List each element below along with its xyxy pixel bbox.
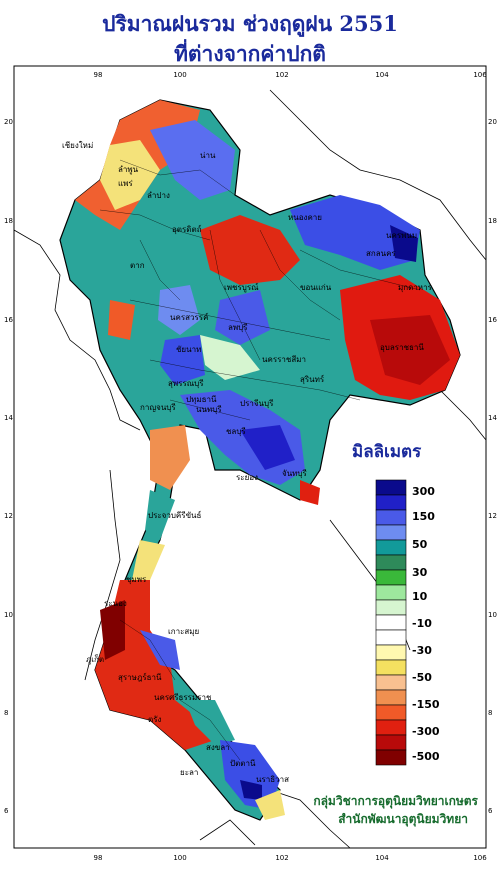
place-label: สกลนคร — [366, 249, 396, 258]
place-label: ปทุมธานี — [186, 395, 217, 404]
place-label: ประจวบคีรีขันธ์ — [148, 510, 202, 520]
lat-tick-right: 10 — [488, 611, 497, 619]
place-label: ชุมพร — [126, 575, 147, 584]
lat-tick-left: 8 — [4, 709, 8, 717]
map-title-line2: ที่ต่างจากค่าปกติ — [174, 41, 326, 66]
lon-tick-top: 102 — [275, 71, 288, 79]
place-label: ชลบุรี — [226, 427, 246, 436]
lat-tick-right: 20 — [488, 118, 497, 126]
place-label: หนองคาย — [288, 213, 322, 222]
lon-tick-top: 98 — [94, 71, 103, 79]
place-label: เกาะสมุย — [168, 627, 199, 636]
place-label: สุพรรณบุรี — [168, 379, 204, 388]
place-label: อุตรดิตถ์ — [172, 224, 202, 234]
lon-tick-bottom: 106 — [473, 854, 487, 862]
place-label: จันทบุรี — [282, 469, 308, 478]
place-label: ลำพูน — [118, 165, 139, 175]
place-label: นครราชสีมา — [262, 355, 306, 364]
lat-tick-right: 6 — [488, 807, 493, 815]
legend-unit-label: มิลลิเมตร — [352, 442, 422, 462]
place-label: ระนอง — [104, 599, 127, 608]
lon-tick-bottom: 98 — [94, 854, 103, 862]
place-label: สงขลา — [206, 743, 230, 752]
place-label: ตรัง — [148, 715, 161, 724]
neighbor-coastlines — [13, 89, 487, 849]
place-label: ขอนแก่น — [300, 283, 332, 292]
place-label: ปัตตานี — [230, 759, 256, 768]
place-label: นนทบุรี — [196, 405, 222, 414]
place-label: นราธิวาส — [256, 775, 289, 784]
place-label: น่าน — [200, 151, 216, 160]
lat-tick-right: 12 — [488, 512, 497, 520]
place-label: ลำปาง — [147, 191, 170, 200]
lat-tick-left: 20 — [4, 118, 13, 126]
place-label: ยะลา — [180, 768, 198, 777]
place-label: แพร่ — [118, 179, 133, 188]
place-label: สุราษฎร์ธานี — [118, 672, 162, 682]
lat-tick-left: 18 — [4, 217, 13, 225]
lat-tick-right: 18 — [488, 217, 497, 225]
lat-tick-left: 12 — [4, 512, 13, 520]
place-labels: เชียงใหม่ ลำพูน น่าน แพร่ ลำปาง ตาก อุตร… — [62, 141, 433, 784]
lon-tick-bottom: 102 — [275, 854, 288, 862]
place-label: ระยอง — [236, 473, 258, 482]
latitude-ticks: 20 18 16 14 12 10 8 6 20 18 16 14 12 10 … — [4, 118, 497, 815]
lon-tick-top: 104 — [375, 71, 389, 79]
place-label: นครศรีธรรมราช — [154, 693, 212, 702]
place-label: อุบลราชธานี — [380, 343, 424, 352]
place-label: นครพนม — [386, 231, 417, 240]
lat-tick-right: 8 — [488, 709, 492, 717]
lat-tick-right: 16 — [488, 316, 497, 324]
lat-tick-right: 14 — [488, 414, 497, 422]
place-label: ชัยนาท — [176, 345, 201, 354]
credit-line1: กลุ่มวิชาการอุตุนิยมวิทยาเกษตร — [313, 794, 478, 808]
lon-tick-bottom: 100 — [173, 854, 186, 862]
credit-line2: สำนักพัฒนาอุตุนิยมวิทยา — [338, 812, 468, 826]
lon-tick-bottom: 104 — [375, 854, 389, 862]
province-boundaries — [99, 159, 421, 761]
lon-tick-top: 106 — [473, 71, 487, 79]
lat-tick-left: 16 — [4, 316, 13, 324]
longitude-ticks: 98 100 102 104 106 98 100 102 104 106 — [94, 71, 488, 862]
lat-tick-left: 14 — [4, 414, 13, 422]
place-label: นครสวรรค์ — [170, 312, 208, 322]
place-label: สุรินทร์ — [300, 374, 325, 384]
map-title-line1: ปริมาณฝนรวม ช่วงฤดูฝน 2551 — [102, 11, 398, 36]
lat-tick-left: 10 — [4, 611, 13, 619]
place-label: เพชรบูรณ์ — [224, 282, 259, 293]
place-label: ลพบุรี — [228, 323, 248, 332]
place-label: กาญจนบุรี — [140, 403, 176, 412]
place-label: ตาก — [130, 261, 145, 270]
place-label: ภูเก็ต — [86, 654, 104, 665]
lon-tick-top: 100 — [173, 71, 186, 79]
place-label: เชียงใหม่ — [62, 141, 93, 150]
lat-tick-left: 6 — [4, 807, 9, 815]
place-label: ปราจีนบุรี — [240, 399, 274, 408]
place-label: มุกดาหาร — [398, 283, 433, 292]
